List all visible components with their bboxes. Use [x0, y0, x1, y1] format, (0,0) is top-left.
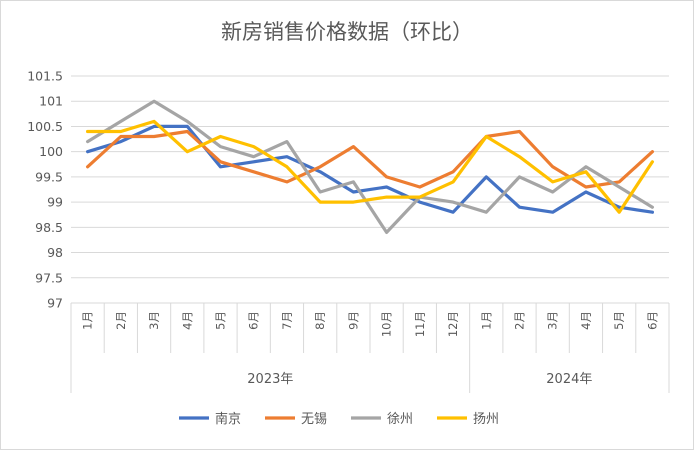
- y-tick-label: 101: [39, 94, 63, 109]
- y-tick-label: 99.5: [35, 169, 63, 184]
- x-tick-label: 9月: [346, 311, 360, 330]
- x-tick-label: 1月: [479, 311, 493, 330]
- legend-label: 无锡: [301, 412, 327, 427]
- x-tick-label: 2月: [513, 311, 527, 330]
- x-tick-label: 11月: [413, 311, 427, 337]
- y-axis: 97 97.5 98 98.5 99 99.5 100 100.5 101 101.5: [27, 69, 63, 311]
- x-tick-label: 4月: [579, 311, 593, 330]
- series-line: [85, 129, 655, 189]
- x-tick-label: 6月: [645, 311, 659, 330]
- y-tick-label: 98.5: [35, 220, 63, 235]
- x-tick-label: 1月: [81, 311, 95, 330]
- y-tick-label: 97: [47, 296, 63, 311]
- y-tick-label: 97.5: [35, 270, 63, 285]
- legend-label: 扬州: [473, 412, 499, 427]
- x-tick-label: 10月: [380, 311, 394, 337]
- x-tick-label: 12月: [446, 311, 460, 337]
- x-tick-label: 7月: [280, 311, 294, 330]
- gridlines: [71, 75, 669, 304]
- legend: 南京 无锡 徐州 扬州: [179, 411, 499, 427]
- chart-title: 新房销售价格数据（环比）: [221, 20, 473, 44]
- x-tick-label: 6月: [247, 311, 261, 330]
- legend-label: 南京: [215, 411, 241, 427]
- x-tick-label: 3月: [546, 311, 560, 330]
- x-group-label: 2024年: [546, 372, 592, 387]
- x-group-label: 2023年: [247, 372, 293, 387]
- series-line: [85, 124, 655, 214]
- y-tick-label: 100: [39, 144, 63, 159]
- x-tick-label: 5月: [612, 311, 626, 330]
- series-line: [85, 99, 655, 234]
- legend-label: 徐州: [387, 412, 413, 427]
- x-tick-label: 3月: [147, 311, 161, 330]
- y-tick-label: 98: [47, 245, 63, 260]
- series-lines: [85, 99, 655, 234]
- x-tick-label: 8月: [313, 311, 327, 330]
- y-tick-label: 100.5: [27, 119, 63, 134]
- x-tick-label: 5月: [214, 311, 228, 330]
- x-tick-label: 4月: [180, 311, 194, 330]
- y-tick-label: 101.5: [27, 69, 63, 84]
- y-tick-label: 99: [47, 195, 63, 210]
- x-axis: 1月 2月 3月 4月 5月 6月 7月 8月 9月 10月 11月 12月 1月 2月 3月 4月 5月 6月 2…: [70, 303, 670, 393]
- x-tick-label: 2月: [114, 311, 128, 330]
- series-line: [85, 119, 655, 214]
